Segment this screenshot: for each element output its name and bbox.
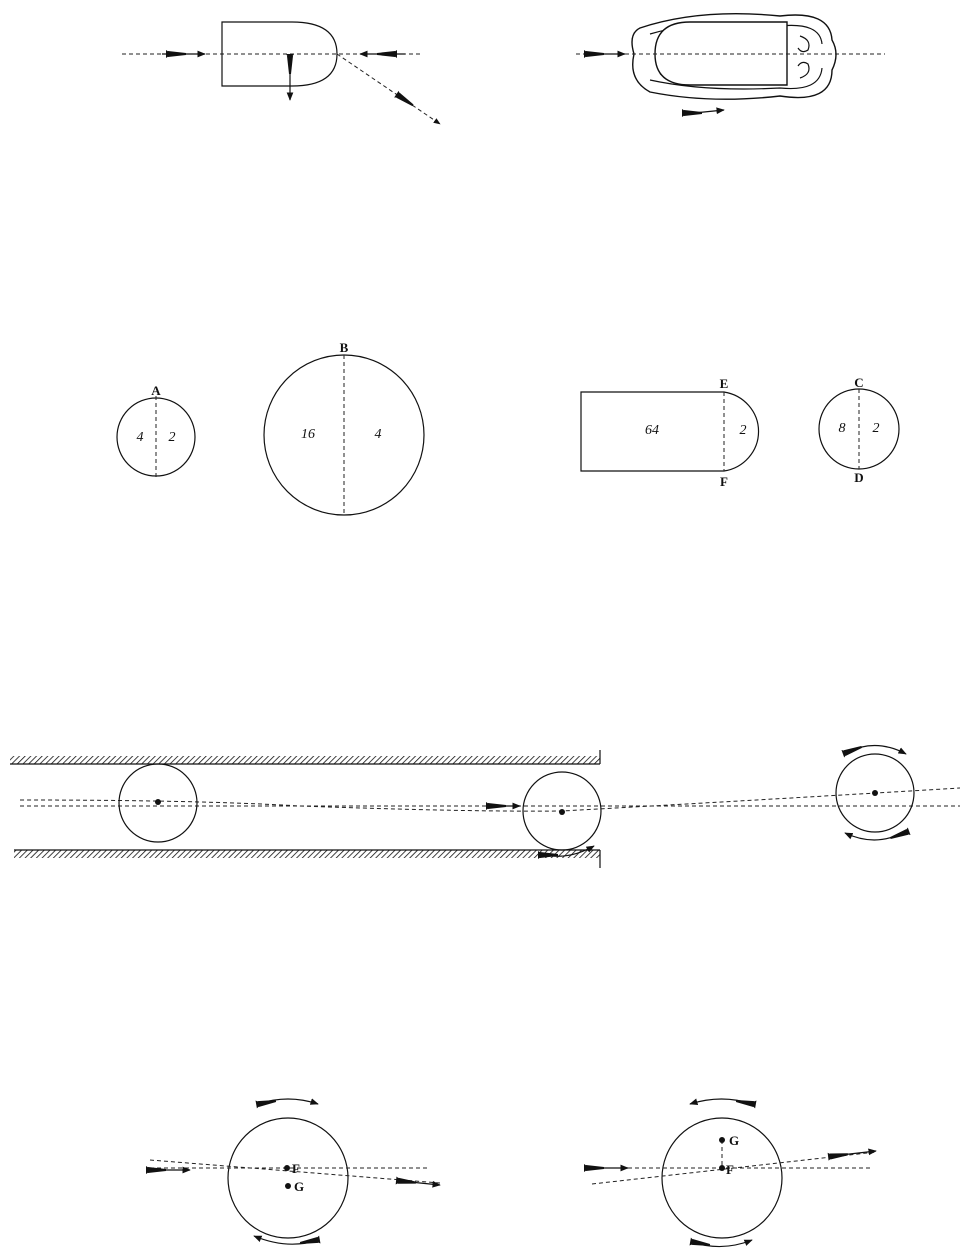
feathered-arrow-icon [299, 1235, 321, 1247]
feathered-arrow-icon [146, 1166, 166, 1174]
feathered-arrow-icon [286, 54, 294, 74]
point-g-label: G [729, 1133, 739, 1148]
sphere-outline [661, 1117, 783, 1239]
feathered-arrow-icon [827, 1150, 849, 1161]
value-left: 4 [137, 430, 144, 445]
ball-center-dot [155, 799, 161, 805]
point-g-dot [285, 1183, 291, 1189]
feathered-arrow-icon [841, 743, 864, 758]
figure-3-section-comparison: A 4 2 B 16 4 E F 64 2 C D 8 2 [116, 340, 900, 516]
point-f-dot [284, 1165, 290, 1171]
feathered-arrow-icon [394, 90, 416, 109]
feathered-arrow-icon [584, 50, 604, 58]
label-a: A [151, 383, 161, 398]
point-f-label: F [292, 1161, 300, 1176]
barrel-wall-bottom [14, 850, 600, 858]
feathered-arrow-icon [395, 1176, 417, 1187]
label-e: E [720, 376, 729, 391]
circle-c-outline [818, 388, 900, 470]
feathered-arrow-icon [255, 1097, 277, 1109]
feathered-arrow-icon [689, 1237, 711, 1249]
projectile-outline [580, 391, 760, 472]
label-d: D [854, 470, 863, 485]
barrel-wall-top [10, 756, 600, 764]
circle-c: C D 8 2 [818, 375, 900, 485]
label-c: C [854, 375, 863, 390]
ball-in-barrel [118, 763, 198, 843]
figure-5-right-sphere: G F [584, 1097, 877, 1249]
ball-center-dot [559, 809, 565, 815]
figure-4-ball-barrel [10, 743, 961, 868]
value-left: 8 [839, 421, 846, 436]
label-f: F [720, 474, 728, 489]
ball-in-flight [835, 753, 915, 833]
circle-a-outline [116, 397, 196, 477]
value-right: 2 [873, 421, 880, 436]
air-disturbance-outline [631, 13, 837, 100]
feathered-arrow-icon [682, 109, 702, 117]
ball-center-dot [872, 790, 878, 796]
figure-5-left-sphere: F G [146, 1097, 441, 1247]
point-f-label: F [726, 1162, 734, 1177]
value-head: 2 [740, 423, 747, 438]
value-left: 16 [301, 427, 315, 442]
figure-1-projectile-deflection [122, 21, 441, 125]
circle-a: A 4 2 [116, 383, 196, 478]
ball-at-muzzle [522, 771, 602, 851]
point-g-dot [719, 1137, 725, 1143]
sphere-outline [227, 1117, 349, 1239]
feathered-arrow-icon [486, 802, 506, 810]
point-f-dot [719, 1165, 725, 1171]
circle-b: B 16 4 [263, 340, 425, 516]
feathered-arrow-icon [735, 1097, 757, 1109]
value-right: 4 [375, 427, 382, 442]
feathered-arrow-icon [584, 1164, 604, 1172]
value-right: 2 [169, 430, 176, 445]
value-body: 64 [645, 423, 659, 438]
deflection-line [336, 53, 441, 125]
label-b: B [340, 340, 349, 355]
figure-2-projectile-disturbance [576, 13, 885, 117]
point-g-label: G [294, 1179, 304, 1194]
projectile-body [654, 21, 788, 86]
elongated-projectile: E F 64 2 [580, 376, 760, 489]
feathered-arrow-icon [888, 827, 911, 842]
